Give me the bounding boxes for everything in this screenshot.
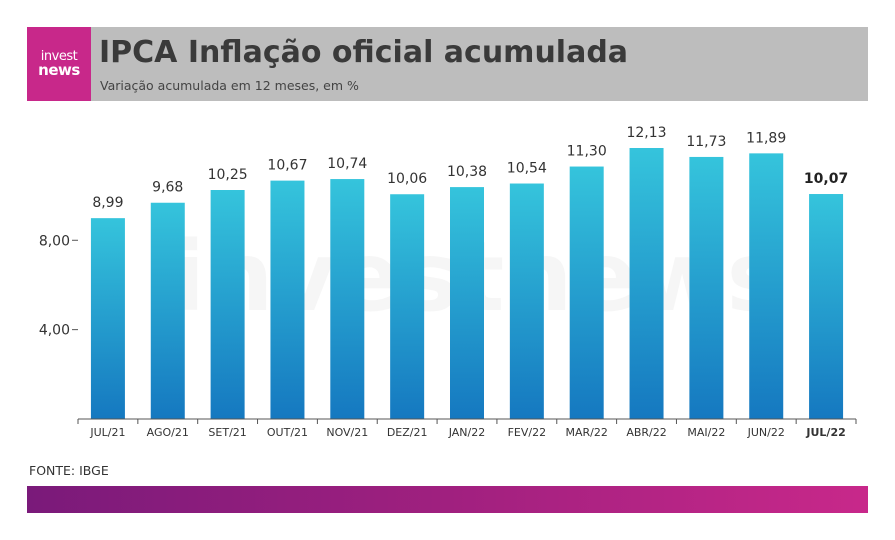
x-category-label: JAN/22 xyxy=(448,426,486,439)
x-category-label: SET/21 xyxy=(208,426,246,439)
logo-text-news: news xyxy=(38,61,80,79)
x-category-label: MAR/22 xyxy=(566,426,608,439)
y-tick-label: 4,00 xyxy=(39,323,70,339)
x-category-label: ABR/22 xyxy=(626,426,666,439)
logo-text-invest: invest xyxy=(40,49,78,64)
chart-subtitle: Variação acumulada em 12 meses, em % xyxy=(100,78,359,93)
bar-dez-21 xyxy=(390,194,425,419)
x-category-label: FEV/22 xyxy=(508,426,547,439)
bar-value-label: 11,73 xyxy=(686,134,726,150)
bar-mar-22 xyxy=(569,166,604,419)
x-category-label: JUL/22 xyxy=(805,426,845,439)
bar-value-label: 10,38 xyxy=(447,164,487,180)
bar-jul-21 xyxy=(90,218,125,419)
bar-abr-22 xyxy=(629,148,664,419)
bar-jan-22 xyxy=(450,187,484,419)
bar-fev-22 xyxy=(509,183,544,419)
x-category-label: OUT/21 xyxy=(267,426,308,439)
chart-title: IPCA Inflação oficial acumulada xyxy=(99,35,629,70)
bar-out-21 xyxy=(270,180,305,419)
bar-jun-22 xyxy=(749,153,784,419)
header-banner: invest news IPCA Inflação oficial acumul… xyxy=(27,27,868,101)
bar-value-label: 10,74 xyxy=(327,156,367,172)
x-category-label: MAI/22 xyxy=(687,426,725,439)
bar-nov-21 xyxy=(330,179,365,419)
investnews-logo: invest news xyxy=(27,27,91,101)
source-note: FONTE: IBGE xyxy=(29,463,109,478)
bar-value-label: 9,68 xyxy=(152,180,183,196)
bar-jul-22 xyxy=(809,194,844,419)
bar-mai-22 xyxy=(689,156,724,419)
bar-value-label: 8,99 xyxy=(92,195,123,211)
x-category-label: AGO/21 xyxy=(147,426,189,439)
bar-value-label: 11,89 xyxy=(746,130,786,146)
bar-value-label: 10,07 xyxy=(804,171,848,187)
bar-value-label: 11,30 xyxy=(567,144,607,160)
bar-value-label: 10,25 xyxy=(208,167,248,183)
bar-value-label: 10,06 xyxy=(387,171,427,187)
footer-gradient-bar xyxy=(27,486,868,513)
bar-ago-21 xyxy=(150,202,185,419)
x-category-label: JUN/22 xyxy=(747,426,785,439)
x-category-label: NOV/21 xyxy=(326,426,368,439)
bar-set-21 xyxy=(210,190,245,419)
bar-value-label: 12,13 xyxy=(626,125,666,141)
x-category-label: DEZ/21 xyxy=(387,426,428,439)
y-tick-label: 8,00 xyxy=(39,233,70,249)
bar-value-label: 10,54 xyxy=(507,161,547,177)
x-category-label: JUL/21 xyxy=(89,426,125,439)
bar-value-label: 10,67 xyxy=(267,158,307,174)
